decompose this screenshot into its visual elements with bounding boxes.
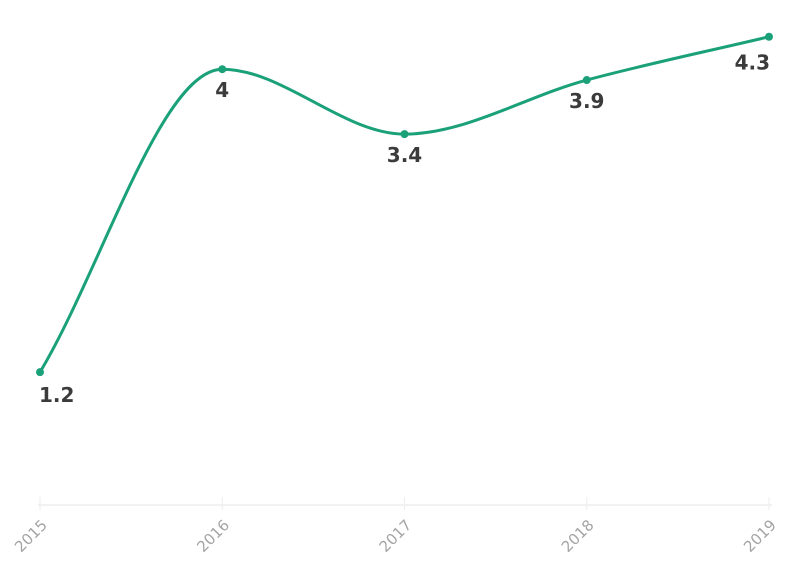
data-point-label: 3.4 — [387, 143, 422, 167]
x-axis-tick-label: 2016 — [193, 516, 233, 556]
x-axis-tick-label: 2015 — [11, 516, 51, 556]
data-point-2016 — [218, 65, 227, 74]
x-axis-tick-label: 2017 — [376, 516, 416, 556]
data-point-2015 — [36, 368, 44, 377]
data-point-2019 — [765, 32, 773, 41]
data-point-label: 1.2 — [39, 383, 74, 407]
data-point-label: 3.9 — [569, 89, 604, 113]
data-point-2018 — [582, 76, 591, 85]
data-point-2017 — [400, 130, 409, 139]
data-point-label: 4 — [215, 78, 229, 102]
data-point-label: 4.3 — [735, 51, 770, 75]
x-axis-tick-label: 2019 — [740, 516, 780, 556]
x-axis-tick-label: 2018 — [558, 516, 598, 556]
series-line — [38, 35, 771, 374]
